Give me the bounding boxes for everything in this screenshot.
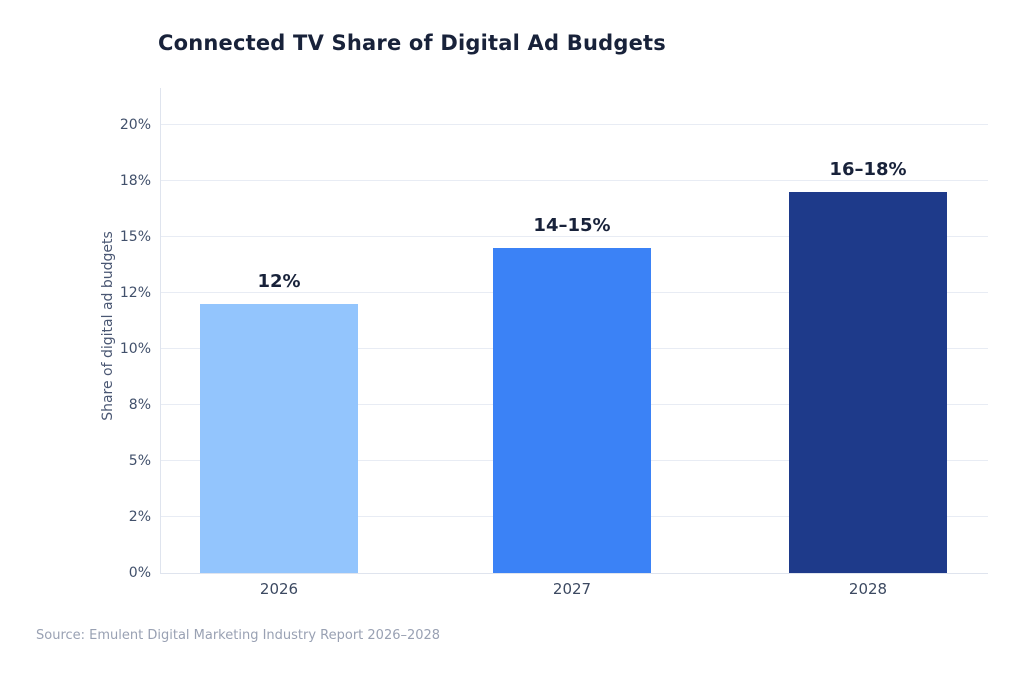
- gridline: [161, 236, 988, 237]
- y-tick-label: 5%: [128, 453, 151, 469]
- bar-value-label: 16–18%: [829, 159, 907, 181]
- bar-2027: [493, 248, 651, 573]
- source-note: Source: Emulent Digital Marketing Indust…: [36, 628, 441, 643]
- gridline: [161, 180, 988, 181]
- x-tick-label: 2026: [259, 580, 299, 598]
- plot-area: 0% 2% 5% 8% 10% 12% 15% 18% 20% 12% 2026 14–15% 2027…: [120, 88, 988, 598]
- bar-2028: [789, 192, 947, 573]
- bar-value-label: 14–15%: [533, 215, 611, 237]
- y-tick-label: 12%: [119, 285, 151, 301]
- y-axis-title: Share of digital ad budgets: [100, 231, 116, 421]
- y-tick-label: 2%: [128, 509, 151, 525]
- x-tick-label: 2027: [552, 580, 592, 598]
- y-tick-label: 8%: [128, 397, 151, 413]
- x-tick-label: 2028: [848, 580, 888, 598]
- chart-title: Connected TV Share of Digital Ad Budgets: [158, 31, 666, 55]
- y-tick-label: 15%: [119, 229, 151, 245]
- bar-2026: [200, 304, 358, 573]
- y-tick-label: 18%: [119, 173, 151, 189]
- bar-value-label: 12%: [257, 271, 301, 293]
- y-tick-label: 20%: [119, 117, 151, 133]
- gridline: [161, 124, 988, 125]
- y-tick-label: 10%: [119, 341, 151, 357]
- y-tick-label: 0%: [128, 565, 151, 581]
